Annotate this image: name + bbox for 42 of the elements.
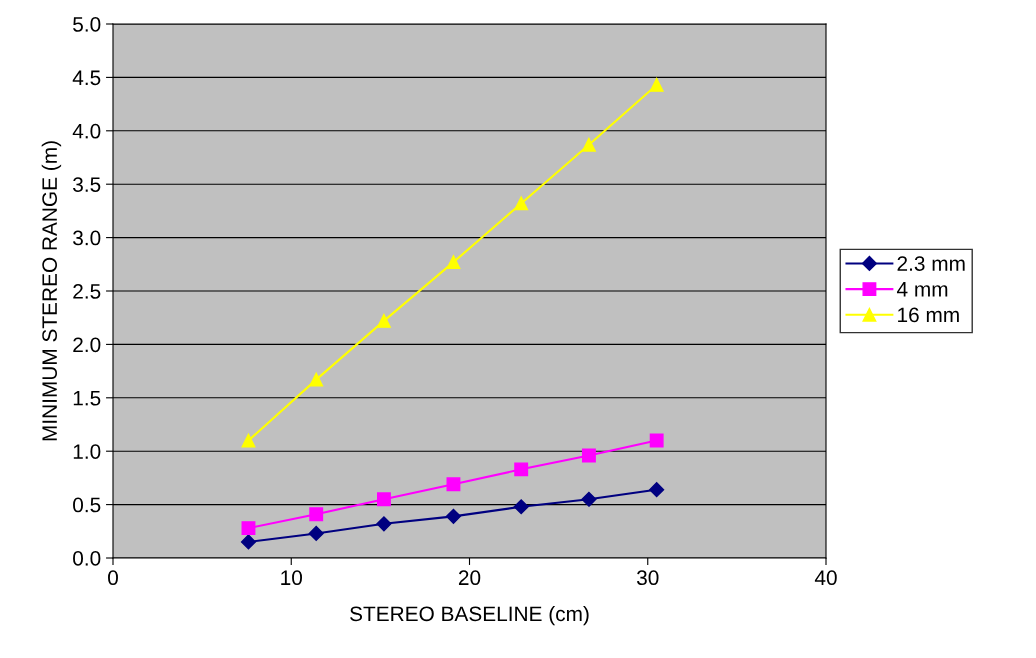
x-tick-label: 20	[458, 570, 481, 586]
point	[309, 372, 324, 387]
point	[446, 255, 461, 270]
y-tick-label: 0.0	[73, 551, 101, 566]
y-tick-label: 3.0	[73, 230, 101, 246]
point	[376, 313, 391, 328]
x-tick-label: 10	[281, 570, 303, 586]
point	[241, 433, 256, 448]
y-tick-label: 4.5	[72, 70, 101, 86]
legend-label: 2.3 mm	[897, 256, 965, 271]
point	[649, 433, 664, 448]
point	[581, 491, 597, 507]
y-tick-label: 2.0	[73, 337, 101, 353]
point	[514, 196, 529, 211]
point	[376, 492, 391, 507]
y-tick-label: 1.0	[73, 444, 101, 459]
point	[581, 448, 596, 463]
x-axis-title: STEREO BASELINE (cm)	[350, 605, 589, 626]
point	[649, 77, 664, 92]
point	[581, 137, 596, 152]
y-tick-label: 1.5	[73, 391, 101, 406]
point	[308, 525, 324, 542]
point	[513, 499, 529, 515]
point	[514, 462, 529, 477]
y-tick-label: 5.0	[73, 17, 101, 32]
point	[309, 507, 324, 522]
y-tick-label: 4.0	[72, 123, 101, 139]
point	[240, 534, 257, 550]
legend-label: 4 mm	[896, 282, 948, 297]
x-tick-label: 30	[636, 570, 659, 586]
point	[649, 482, 665, 498]
y-tick-label: 2.5	[73, 284, 101, 299]
y-tick-label: 3.5	[73, 177, 101, 192]
x-tick-label: 0	[108, 570, 118, 586]
point	[376, 516, 392, 532]
point	[445, 508, 462, 524]
y-tick-label: 0.5	[73, 497, 101, 513]
point	[446, 477, 461, 492]
y-axis-title: MINIMUM STEREO RANGE (m)	[41, 141, 62, 441]
point	[241, 521, 256, 536]
x-tick-label: 40	[814, 570, 837, 586]
legend-label: 16 mm	[898, 307, 959, 323]
